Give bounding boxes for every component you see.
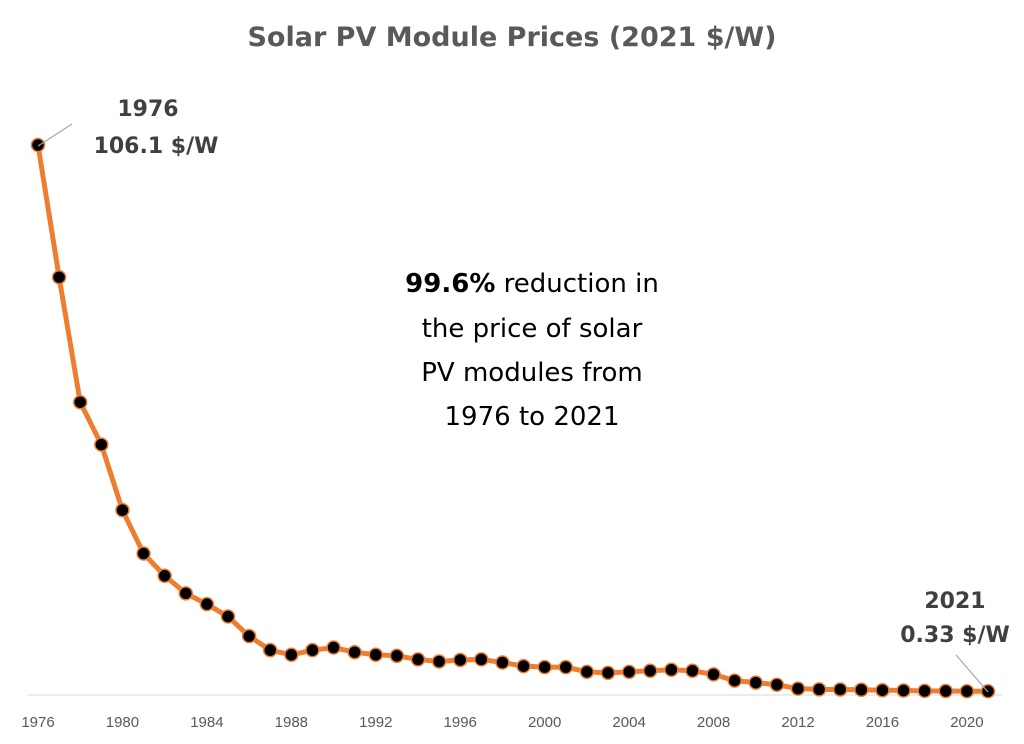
annotation-line-4: 1976 to 2021 [445,402,620,432]
data-point-1999 [516,658,531,674]
data-point-2005 [642,663,658,679]
data-point-2011 [769,677,785,692]
data-point-1981 [136,546,151,561]
data-point-1985 [220,609,236,624]
annotation-line-2: the price of solar [422,314,643,344]
x-tick-label-1980: 1980 [106,714,139,731]
annotation-text-1: reduction in [495,269,658,299]
data-point-2012 [790,681,806,696]
markers-group [30,137,996,699]
data-point-1992 [368,647,384,663]
data-point-1982 [157,568,172,584]
data-point-2018 [917,683,932,699]
data-point-1989 [305,642,320,658]
callout-end-value: 0.33 $/W [900,623,1010,648]
data-point-2008 [706,667,721,682]
data-point-2020 [959,683,975,699]
data-point-1994 [410,652,426,667]
data-point-1990 [326,640,341,655]
x-tick-label-2012: 2012 [781,714,814,731]
callout-start-value: 106.1 $/W [94,134,219,159]
callout-leader-end [955,654,989,693]
data-point-2014 [832,682,848,697]
x-tick-label-2000: 2000 [528,714,561,731]
series-group [35,142,991,694]
data-point-1977 [51,269,67,285]
data-point-2015 [854,682,869,698]
annotation-line-1: 99.6% reduction in [405,269,659,299]
x-tick-label-1992: 1992 [359,714,392,731]
data-point-2007 [685,663,700,679]
data-point-2004 [621,664,637,680]
x-tick-label-2016: 2016 [866,714,899,731]
data-point-1978 [72,394,88,410]
x-tick-label-1996: 1996 [444,714,477,731]
data-point-2013 [811,682,827,697]
data-point-2010 [748,675,764,690]
data-point-1984 [199,596,215,612]
annotation-line-3: PV modules from [421,358,642,388]
x-tick-label-2004: 2004 [612,714,645,731]
data-point-1980 [115,502,130,518]
x-tick-label-2020: 2020 [950,714,983,731]
callout-end-year: 2021 [924,589,985,614]
data-point-1988 [284,647,299,663]
callout-start-year: 1976 [117,97,178,122]
data-point-1983 [178,586,194,601]
data-point-1995 [431,654,447,669]
data-point-1993 [389,648,405,664]
data-point-1991 [347,644,362,660]
data-point-1976 [30,137,46,153]
data-point-2003 [600,665,616,681]
series-line [35,142,991,694]
data-point-1997 [474,652,489,667]
data-point-1987 [262,642,278,658]
data-point-2000 [537,659,552,675]
data-point-1979 [94,437,109,452]
data-point-2019 [938,683,954,699]
chart-title: Solar PV Module Prices (2021 $/W) [247,22,776,53]
data-point-2009 [727,673,742,688]
x-tick-label-1984: 1984 [190,714,223,731]
data-point-2001 [558,659,574,675]
data-point-2006 [664,662,679,678]
x-tick-labels: 1976 1980 1984 1988 1992 1996 2000 2004 2008 2012… [21,714,983,731]
data-point-2016 [875,682,890,698]
data-point-1998 [495,655,510,670]
data-point-1996 [452,652,468,668]
x-tick-label-1988: 1988 [275,714,308,731]
callout-leader-start [37,123,73,147]
data-point-2002 [579,664,595,680]
data-point-1986 [241,628,257,644]
annotation-bold: 99.6% [405,269,495,299]
x-tick-label-2008: 2008 [697,714,730,731]
x-tick-label-1976: 1976 [21,714,54,731]
data-point-2017 [896,683,911,698]
